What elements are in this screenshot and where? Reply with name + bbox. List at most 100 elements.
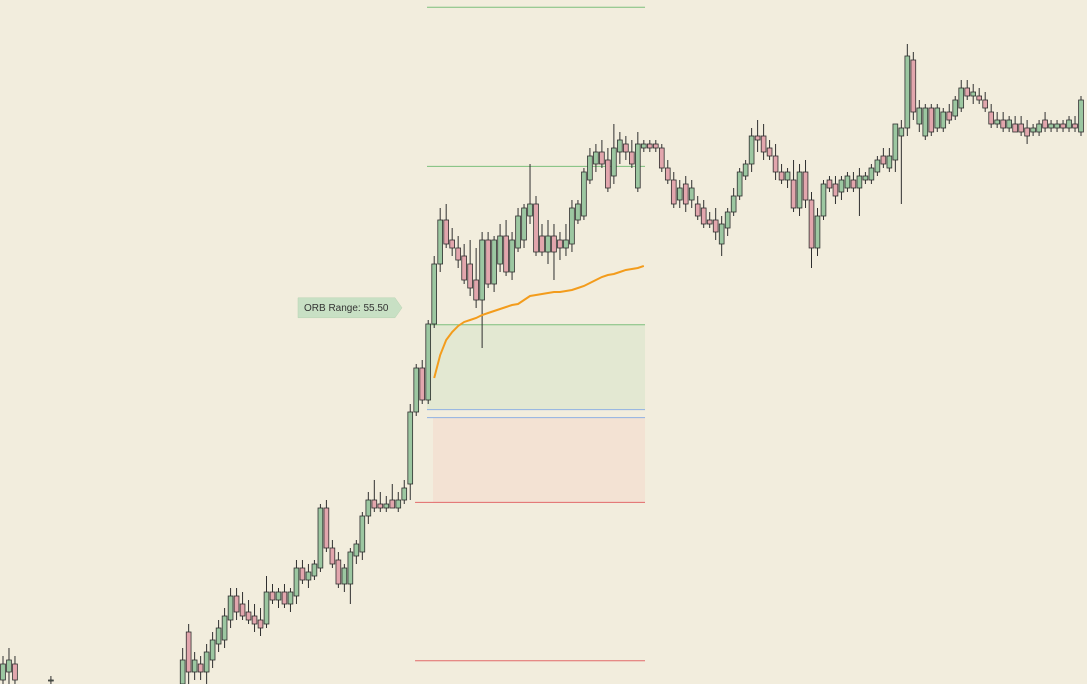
candle-body xyxy=(742,163,749,177)
candle-body xyxy=(575,203,581,221)
candle-body xyxy=(269,591,276,601)
candle-body xyxy=(1060,123,1066,129)
candle-body xyxy=(988,111,994,125)
candle-body xyxy=(197,663,204,673)
candle-body xyxy=(1066,119,1072,129)
candle-body xyxy=(515,215,521,249)
candle-body xyxy=(599,151,605,165)
candle-body xyxy=(856,175,863,189)
candle-body xyxy=(838,179,845,193)
candle-body xyxy=(766,147,773,157)
candle-body xyxy=(449,239,455,249)
candle-body xyxy=(215,627,222,645)
candle-body xyxy=(712,219,719,233)
candle-body xyxy=(1000,119,1006,129)
candle-body xyxy=(623,143,629,153)
candle-body xyxy=(401,487,408,501)
candle-body xyxy=(718,223,725,245)
candle-body xyxy=(970,91,977,97)
candle-body xyxy=(880,155,887,165)
candle-body xyxy=(479,239,485,301)
candle-body xyxy=(533,203,539,253)
orb-zone xyxy=(433,417,646,503)
candle-body xyxy=(946,111,953,121)
candle-body xyxy=(377,503,384,509)
candle-body xyxy=(287,591,294,605)
candle-body xyxy=(928,107,935,133)
candle-body xyxy=(48,679,54,682)
candle-body xyxy=(0,663,6,681)
candle-body xyxy=(904,55,911,129)
candle-body xyxy=(347,551,354,585)
candle-body xyxy=(569,207,575,245)
candle-body xyxy=(635,143,641,189)
candle-body xyxy=(629,151,635,165)
vwap-line xyxy=(433,265,645,379)
candle-body xyxy=(772,155,779,173)
candle-body xyxy=(293,567,300,597)
candle-body xyxy=(203,651,210,673)
candle-body xyxy=(910,59,917,113)
candle-body xyxy=(670,179,677,205)
candle-body xyxy=(1078,99,1084,133)
candle-body xyxy=(407,411,414,485)
candle-body xyxy=(551,235,557,253)
candle-body xyxy=(898,127,905,137)
candle-body xyxy=(784,171,791,181)
candle-body xyxy=(527,203,533,217)
candle-body xyxy=(976,95,982,101)
candle-body xyxy=(185,631,192,673)
candle-body xyxy=(317,507,324,569)
candle-body xyxy=(443,219,449,245)
candle-body xyxy=(724,211,731,229)
candle-body xyxy=(934,107,941,129)
candle-body xyxy=(730,195,737,213)
candle-body xyxy=(275,591,282,601)
candle-body xyxy=(509,239,515,273)
candle-body xyxy=(587,155,593,181)
candle-body xyxy=(748,135,755,165)
candle-body xyxy=(245,611,252,621)
candle-body xyxy=(455,247,461,261)
candle-body xyxy=(1036,123,1042,133)
candle-body xyxy=(1006,119,1012,129)
candle-body xyxy=(581,171,587,217)
candle-body xyxy=(922,107,929,137)
candle-body xyxy=(964,87,971,97)
candle-body xyxy=(497,235,503,265)
candle-body xyxy=(389,499,396,509)
candle-body xyxy=(1024,127,1030,137)
candle-body xyxy=(413,367,420,413)
candle-body xyxy=(754,135,761,141)
candle-body xyxy=(353,543,360,557)
candle-body xyxy=(383,503,390,509)
candle-body xyxy=(6,659,12,673)
candle-body xyxy=(994,119,1000,125)
candle-body xyxy=(1012,123,1018,133)
candle-body xyxy=(227,595,234,621)
candle-body xyxy=(323,507,330,549)
candle-body xyxy=(563,239,569,249)
orb-label: ORB Range: 55.50 xyxy=(297,297,403,319)
candle-body xyxy=(760,135,767,153)
candle-body xyxy=(1018,123,1024,133)
candle-body xyxy=(820,183,827,217)
candle-body xyxy=(874,159,881,173)
candle-body xyxy=(940,111,947,129)
candle-body xyxy=(706,219,713,225)
candle-body xyxy=(808,199,815,249)
candle-body xyxy=(251,615,258,625)
candle-body xyxy=(916,107,923,125)
candle-body xyxy=(191,659,198,673)
candle-body xyxy=(790,179,797,209)
candle-body xyxy=(437,219,443,265)
candle-body xyxy=(688,187,695,201)
candle-body xyxy=(419,367,426,401)
candle-body xyxy=(664,167,671,181)
candle-body xyxy=(676,187,683,201)
candle-body xyxy=(12,663,18,681)
orb-label-tag xyxy=(297,297,403,319)
candle-body xyxy=(778,171,785,181)
candle-body xyxy=(1054,123,1060,129)
